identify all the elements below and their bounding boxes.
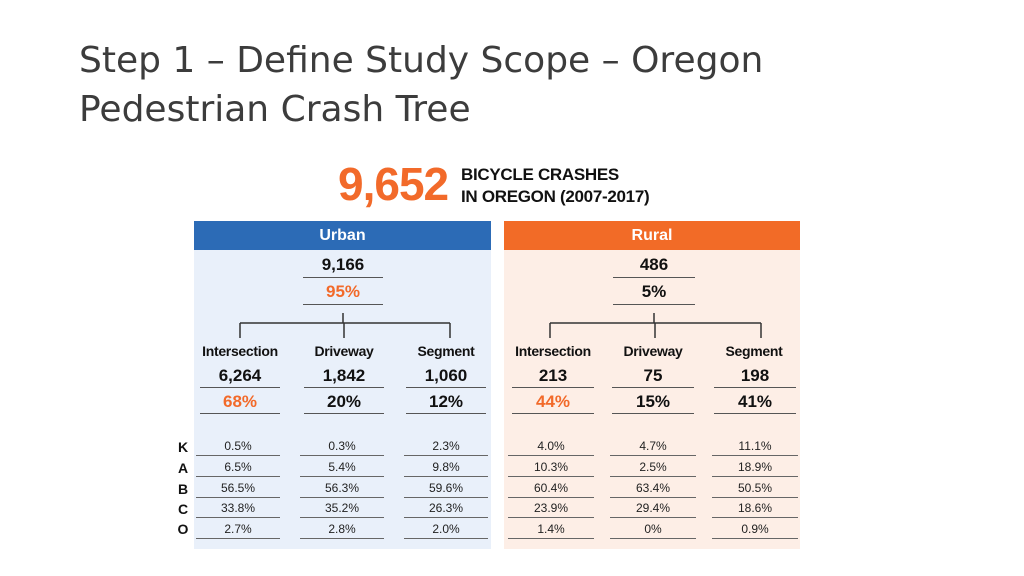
- slide-title: Step 1 – Define Study Scope – Oregon Ped…: [79, 36, 979, 134]
- rural-tree-connector: [549, 313, 762, 338]
- rural-segment-c: 18.6%: [712, 500, 798, 518]
- urban-intersection-b: 56.5%: [196, 480, 280, 498]
- urban-tree-connector: [239, 313, 451, 338]
- urban-total-pct: 95%: [303, 280, 383, 305]
- rural-driveway-a: 2.5%: [610, 459, 696, 477]
- kabco-letter-o: O: [177, 521, 189, 537]
- rural-intersection-count: 213: [512, 364, 594, 388]
- urban-driveway-b: 56.3%: [300, 480, 384, 498]
- urban-intersection-a: 6.5%: [196, 459, 280, 477]
- urban-header: Urban: [194, 221, 491, 250]
- urban-driveway-label: Driveway: [314, 343, 374, 359]
- rural-driveway-count: 75: [612, 364, 694, 388]
- rural-panel: Rural 486 5% Intersection Driveway Segme…: [504, 221, 800, 549]
- rural-intersection-c: 23.9%: [508, 500, 594, 518]
- urban-driveway-o: 2.8%: [300, 521, 384, 539]
- rural-driveway-pct: 15%: [612, 390, 694, 414]
- rural-intersection-pct: 44%: [512, 390, 594, 414]
- rural-intersection-a: 10.3%: [508, 459, 594, 477]
- rural-driveway-k: 4.7%: [610, 438, 696, 456]
- rural-intersection-o: 1.4%: [508, 521, 594, 539]
- rural-segment-k: 11.1%: [712, 438, 798, 456]
- kabco-letter-k: K: [177, 439, 189, 455]
- rural-intersection-b: 60.4%: [508, 480, 594, 498]
- kabco-letter-c: C: [177, 501, 189, 517]
- urban-segment-pct: 12%: [406, 390, 486, 414]
- urban-segment-b: 59.6%: [404, 480, 488, 498]
- rural-segment-a: 18.9%: [712, 459, 798, 477]
- rural-segment-o: 0.9%: [712, 521, 798, 539]
- headline-caption-line-2: IN OREGON (2007-2017): [461, 187, 650, 206]
- urban-segment-count: 1,060: [406, 364, 486, 388]
- rural-driveway-c: 29.4%: [610, 500, 696, 518]
- urban-driveway-c: 35.2%: [300, 500, 384, 518]
- urban-total-count: 9,166: [303, 253, 383, 278]
- rural-segment-label: Segment: [725, 343, 783, 359]
- rural-intersection-label: Intersection: [515, 343, 591, 359]
- rural-header: Rural: [504, 221, 800, 250]
- urban-segment-o: 2.0%: [404, 521, 488, 539]
- urban-intersection-pct: 68%: [200, 390, 280, 414]
- rural-total-pct: 5%: [613, 280, 695, 305]
- rural-total-count: 486: [613, 253, 695, 278]
- headline-caption: BICYCLE CRASHES IN OREGON (2007-2017): [461, 164, 691, 208]
- rural-segment-b: 50.5%: [712, 480, 798, 498]
- urban-intersection-count: 6,264: [200, 364, 280, 388]
- rural-segment-pct: 41%: [714, 390, 796, 414]
- urban-segment-c: 26.3%: [404, 500, 488, 518]
- urban-driveway-a: 5.4%: [300, 459, 384, 477]
- urban-segment-a: 9.8%: [404, 459, 488, 477]
- slide-title-line-1: Step 1 – Define Study Scope – Oregon: [79, 40, 764, 81]
- headline-caption-line-1: BICYCLE CRASHES: [461, 165, 619, 184]
- urban-driveway-count: 1,842: [304, 364, 384, 388]
- urban-panel: Urban 9,166 95% Intersection Driveway Se…: [194, 221, 491, 549]
- kabco-letter-b: B: [177, 481, 189, 497]
- rural-driveway-b: 63.4%: [610, 480, 696, 498]
- urban-intersection-k: 0.5%: [196, 438, 280, 456]
- rural-intersection-k: 4.0%: [508, 438, 594, 456]
- total-crash-count: 9,652: [338, 158, 449, 210]
- urban-intersection-c: 33.8%: [196, 500, 280, 518]
- rural-driveway-label: Driveway: [623, 343, 683, 359]
- urban-driveway-k: 0.3%: [300, 438, 384, 456]
- urban-segment-k: 2.3%: [404, 438, 488, 456]
- kabco-letter-a: A: [177, 460, 189, 476]
- rural-driveway-o: 0%: [610, 521, 696, 539]
- urban-driveway-pct: 20%: [304, 390, 384, 414]
- rural-segment-count: 198: [714, 364, 796, 388]
- urban-intersection-label: Intersection: [202, 343, 278, 359]
- urban-intersection-o: 2.7%: [196, 521, 280, 539]
- urban-segment-label: Segment: [417, 343, 475, 359]
- slide-title-line-2: Pedestrian Crash Tree: [79, 89, 471, 130]
